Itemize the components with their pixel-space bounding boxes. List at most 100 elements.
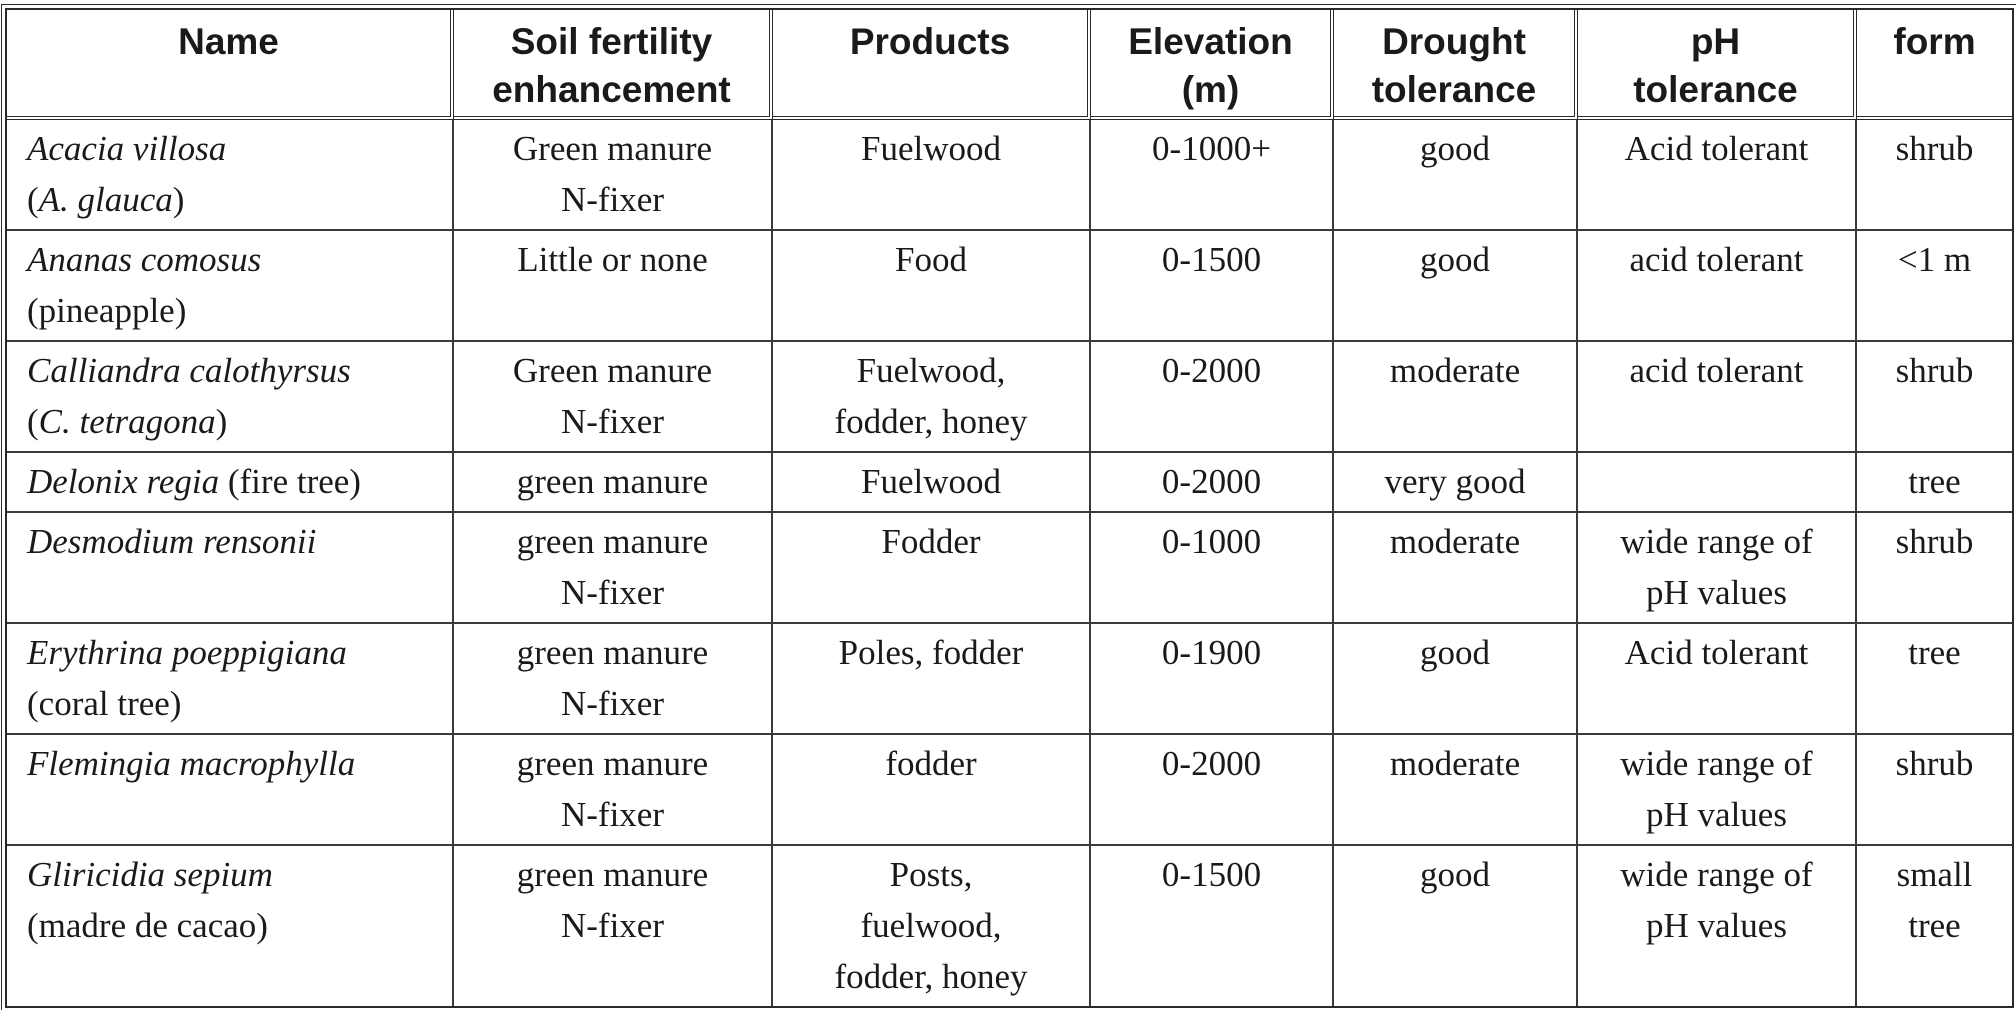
products-cell: Food <box>773 231 1091 342</box>
fertility-value: green manure <box>516 855 709 894</box>
species-name-line: (pineapple) <box>27 285 444 336</box>
products-cell: Fodder <box>773 513 1091 624</box>
species-name-line: Delonix regia (fire tree) <box>27 456 444 507</box>
fertility-cell: Little or none <box>454 231 773 342</box>
fertility-cell: green manure N-fixer <box>454 735 773 846</box>
form-value: shrub <box>1895 744 1974 783</box>
species-table: Name Soil fertility enhancement Products… <box>1 4 2016 1010</box>
species-name-line: Erythrina poeppigiana <box>27 627 444 678</box>
fertility-cell: Green manure N-fixer <box>454 342 773 453</box>
scientific-name: Calliandra calothyrsus <box>27 351 351 390</box>
form-value: tree <box>1908 906 1961 945</box>
form-cell: tree <box>1857 453 2012 513</box>
products-value: Poles, fodder <box>838 633 1024 672</box>
scientific-name: Ananas comosus <box>27 240 262 279</box>
drought-cell: moderate <box>1334 342 1578 453</box>
form-cell: shrub <box>1857 513 2012 624</box>
fertility-value: Green manure <box>512 129 713 168</box>
table-row: Calliandra calothyrsus (C. tetragona) Gree… <box>7 342 2012 453</box>
common-name: ) <box>215 402 228 441</box>
fertility-cell: green manure <box>454 453 773 513</box>
name-prefix: ( <box>27 402 39 441</box>
drought-cell: good <box>1334 624 1578 735</box>
elevation-value: 0-1000+ <box>1152 129 1271 168</box>
form-cell: shrub <box>1857 120 2012 231</box>
ph-value: pH values <box>1646 906 1787 945</box>
header-drought-line1: Drought <box>1382 21 1526 62</box>
products-value: Posts, <box>889 855 973 894</box>
form-cell: <1 m <box>1857 231 2012 342</box>
header-ph-line2: tolerance <box>1633 69 1798 110</box>
elevation-cell: 0-1500 <box>1091 231 1334 342</box>
elevation-value: 0-2000 <box>1161 351 1262 390</box>
species-name-line: Ananas comosus <box>27 234 444 285</box>
species-name-cell: Ananas comosus (pineapple) <box>7 231 454 342</box>
scientific-name: Delonix regia <box>27 462 220 501</box>
common-name: (coral tree) <box>27 684 182 723</box>
products-value: fodder <box>885 744 977 783</box>
drought-cell: moderate <box>1334 735 1578 846</box>
header-drought-line2: tolerance <box>1371 69 1537 110</box>
drought-value: good <box>1420 855 1490 894</box>
table-row: Desmodium rensonii green manure N-fixer Fod… <box>7 513 2012 624</box>
species-name-cell: Calliandra calothyrsus (C. tetragona) <box>7 342 454 453</box>
ph-cell: wide range of pH values <box>1578 513 1857 624</box>
fertility-value: N-fixer <box>560 795 664 834</box>
fertility-value: green manure <box>516 462 709 501</box>
products-cell: Fuelwood <box>773 453 1091 513</box>
header-products-line1: Products <box>849 21 1011 62</box>
fertility-cell: Green manure N-fixer <box>454 120 773 231</box>
table-row: Acacia villosa (A. glauca) Green manure N-f… <box>7 120 2012 231</box>
species-name-line: Calliandra calothyrsus <box>27 345 444 396</box>
table-row: Ananas comosus (pineapple) Little or none F… <box>7 231 2012 342</box>
header-ph-line1: pH <box>1690 21 1741 62</box>
ph-value: acid tolerant <box>1629 240 1804 279</box>
common-name: ) <box>172 180 185 219</box>
table-row: Flemingia macrophylla green manure N-fixer… <box>7 735 2012 846</box>
products-value: Fuelwood <box>861 462 1001 501</box>
header-elevation-line1: Elevation <box>1128 21 1293 62</box>
products-cell: fodder <box>773 735 1091 846</box>
elevation-value: 0-1500 <box>1161 855 1262 894</box>
ph-cell: acid tolerant <box>1578 231 1857 342</box>
species-name-cell: Flemingia macrophylla <box>7 735 454 846</box>
scientific-name: Flemingia macrophylla <box>27 744 356 783</box>
form-cell: shrub <box>1857 735 2012 846</box>
ph-value: wide range of <box>1620 855 1813 894</box>
elevation-value: 0-1500 <box>1161 240 1262 279</box>
products-cell: Posts, fuelwood, fodder, honey <box>773 846 1091 1006</box>
form-value: shrub <box>1895 129 1974 168</box>
common-name: (pineapple) <box>27 291 187 330</box>
drought-value: very good <box>1384 462 1526 501</box>
header-drought-tolerance: Drought tolerance <box>1334 10 1578 120</box>
species-name-line: Gliricidia sepium <box>27 849 444 900</box>
elevation-cell: 0-2000 <box>1091 453 1334 513</box>
header-soil-fertility: Soil fertility enhancement <box>454 10 773 120</box>
products-cell: Fuelwood <box>773 120 1091 231</box>
drought-cell: very good <box>1334 453 1578 513</box>
products-cell: Fuelwood, fodder, honey <box>773 342 1091 453</box>
fertility-value: N-fixer <box>560 402 664 441</box>
products-value: fodder, honey <box>834 402 1028 441</box>
fertility-cell: green manure N-fixer <box>454 513 773 624</box>
fertility-value: N-fixer <box>560 906 664 945</box>
ph-cell: wide range of pH values <box>1578 735 1857 846</box>
fertility-value: N-fixer <box>560 684 664 723</box>
elevation-cell: 0-2000 <box>1091 342 1334 453</box>
drought-cell: good <box>1334 846 1578 1006</box>
elevation-cell: 0-1900 <box>1091 624 1334 735</box>
header-name: Name <box>7 10 454 120</box>
form-value: <1 m <box>1897 240 1972 279</box>
elevation-value: 0-1000 <box>1161 522 1262 561</box>
table-body: Acacia villosa (A. glauca) Green manure N-f… <box>7 120 2012 1006</box>
ph-value: Acid tolerant <box>1624 633 1809 672</box>
header-soil-fertility-line2: enhancement <box>492 69 731 110</box>
fertility-value: N-fixer <box>560 573 664 612</box>
common-name: (fire tree) <box>219 462 361 501</box>
drought-value: moderate <box>1389 522 1521 561</box>
products-cell: Poles, fodder <box>773 624 1091 735</box>
form-cell: tree <box>1857 624 2012 735</box>
form-value: small <box>1896 855 1973 894</box>
species-name-cell: Desmodium rensonii <box>7 513 454 624</box>
scientific-name: Gliricidia sepium <box>27 855 273 894</box>
